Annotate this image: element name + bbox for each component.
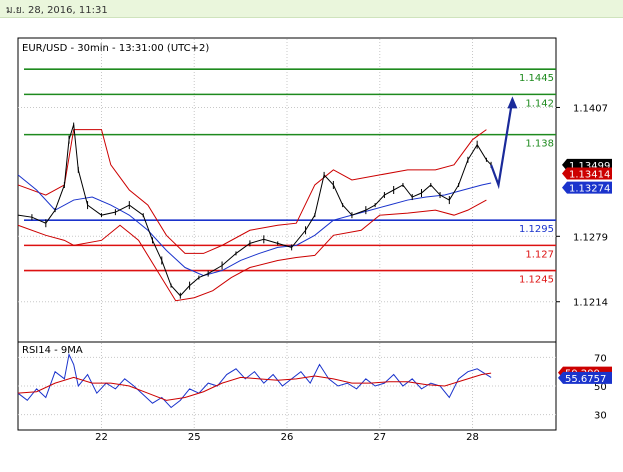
- rsi-plot: [17, 352, 492, 409]
- level-label-support: 1.1245: [519, 275, 554, 286]
- price-panel-title: EUR/USD - 30min - 13:31:00 (UTC+2): [22, 43, 209, 54]
- level-label-pivot: 1.1295: [519, 224, 554, 235]
- rsi-tick-label: 70: [594, 353, 607, 364]
- projection-arrowhead: [507, 96, 518, 109]
- price-tag-label: 1.13499: [569, 161, 610, 172]
- level-label-resistance: 1.138: [525, 139, 554, 150]
- x-tick-label: 22: [95, 432, 108, 443]
- price-plot: 1.1445 1.142 1.138 1.1295 1.127 1.1245: [17, 68, 556, 302]
- timestamp-bar: ม.ย. 28, 2016, 11:31: [0, 0, 623, 18]
- rsi-panel-title: RSI14 - 9MA: [22, 345, 83, 356]
- timestamp: ม.ย. 28, 2016, 11:31: [6, 5, 108, 16]
- x-tick-label: 25: [188, 432, 201, 443]
- moving-average-line: [17, 174, 492, 277]
- bollinger-lower-line: [17, 199, 487, 302]
- rsi-series-9MA: [17, 372, 492, 401]
- y-tick-label: 1.1279: [573, 232, 608, 243]
- price-grid: [18, 39, 556, 341]
- price-tag-label: 1.13274: [569, 184, 610, 195]
- level-label-resistance: 1.142: [525, 98, 554, 109]
- level-label-resistance: 1.1445: [519, 73, 554, 84]
- level-label-support: 1.127: [525, 249, 554, 260]
- rsi-series-RSI14: [17, 352, 492, 409]
- x-tick-label: 28: [466, 432, 479, 443]
- rsi-grid: [18, 343, 556, 429]
- x-tick-label: 26: [281, 432, 294, 443]
- rsi-tag-label: 55.6757: [565, 374, 606, 385]
- axis-labels: 22 25 26 27 28 1.1407 1.1279 1.1214 70 50 30 1.1349…: [95, 103, 612, 443]
- rsi-tag: [558, 371, 612, 384]
- projection-arrow: [490, 99, 514, 190]
- price-tag-label: 1.13414: [569, 169, 610, 180]
- rsi-tick-label: 50: [594, 382, 607, 393]
- y-tick-label: 1.1214: [573, 298, 608, 309]
- rsi-tick-label: 30: [594, 411, 607, 422]
- price-tag: [562, 167, 612, 180]
- price-tag: [562, 181, 612, 194]
- bollinger-upper-line: [17, 129, 487, 254]
- x-tick-label: 27: [373, 432, 386, 443]
- y-tick-label: 1.1407: [573, 103, 608, 114]
